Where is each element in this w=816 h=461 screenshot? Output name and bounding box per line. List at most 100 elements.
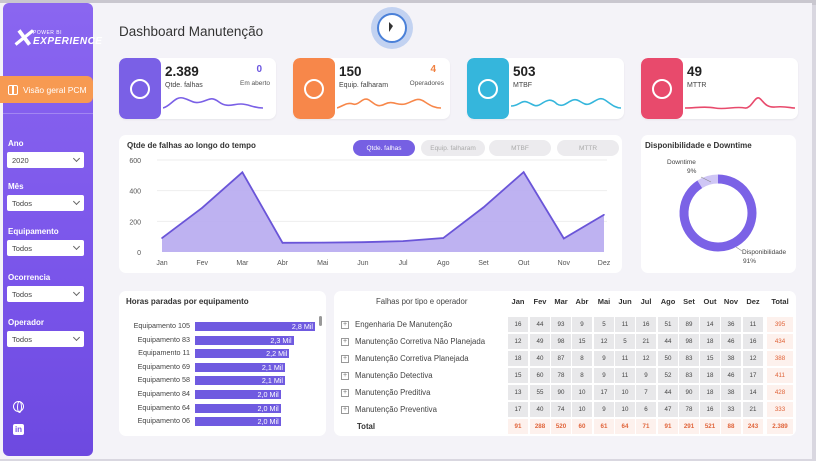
- bar-value-label: 2,0 Mil: [257, 417, 279, 427]
- expand-icon[interactable]: +: [341, 320, 349, 329]
- chevron-down-icon: [72, 197, 81, 206]
- expand-icon[interactable]: +: [341, 337, 349, 346]
- globe-icon[interactable]: [13, 401, 24, 413]
- bar[interactable]: [195, 390, 281, 399]
- table-row-label[interactable]: + Manutenção Corretiva Não Planejada: [341, 337, 485, 346]
- row-name: Manutenção Corretiva Não Planejada: [355, 337, 486, 346]
- thumbs-down-icon: [130, 78, 150, 99]
- column-header: Fev: [533, 297, 547, 306]
- expand-icon[interactable]: +: [341, 354, 349, 363]
- kpi-card[interactable]: 503 MTBF: [467, 58, 624, 119]
- bar[interactable]: [195, 417, 281, 427]
- chart-tab[interactable]: MTBF: [489, 140, 551, 156]
- filter-label: Equipamento: [8, 227, 59, 236]
- filter-dropdown[interactable]: Todos: [7, 240, 84, 256]
- table-cell: 10: [615, 385, 635, 400]
- filter-dropdown[interactable]: 2020: [7, 152, 84, 168]
- cursor-highlight: [371, 7, 413, 49]
- table-cell: 17: [743, 368, 763, 383]
- kpi-icon-block: [119, 58, 161, 119]
- expand-icon[interactable]: +: [341, 405, 349, 414]
- table-cell: 388: [767, 351, 793, 366]
- table-cell: 12: [594, 334, 614, 349]
- row-name: Manutenção Detectiva: [355, 371, 433, 380]
- table-row-label[interactable]: + Manutenção Preditiva: [341, 388, 430, 397]
- sidebar-divider: [3, 113, 93, 114]
- column-header: Dez: [746, 297, 760, 306]
- table-cell: 11: [615, 351, 635, 366]
- x-tick-label: Jan: [156, 260, 167, 267]
- linkedin-icon[interactable]: in: [13, 424, 24, 435]
- bar-label: Equipamento 58: [137, 375, 190, 385]
- bar[interactable]: [195, 322, 315, 331]
- table-cell: 12: [636, 351, 656, 366]
- table-cell: 11: [743, 317, 763, 332]
- x-tick-label: Dez: [598, 260, 611, 267]
- chart-tab[interactable]: MTTR: [557, 140, 619, 156]
- kpi-label: Qtde. falhas: [165, 82, 203, 89]
- table-cell: 90: [551, 385, 571, 400]
- bars-scrollbar[interactable]: [319, 316, 322, 326]
- donut-slice: [697, 174, 719, 189]
- table-row-label[interactable]: + Manutenção Preventiva: [341, 405, 437, 414]
- bar-value-label: 2,1 Mil: [261, 376, 283, 386]
- leader-line: [700, 176, 712, 183]
- table-cell: 93: [551, 317, 571, 332]
- table-row-label[interactable]: + Manutenção Corretiva Planejada: [341, 354, 469, 363]
- filter-dropdown[interactable]: Todos: [7, 286, 84, 302]
- bar[interactable]: [195, 335, 294, 345]
- chart-tab[interactable]: Equip. falharam: [421, 140, 485, 156]
- data-point: [161, 237, 163, 239]
- expand-icon[interactable]: +: [341, 388, 349, 397]
- bar[interactable]: [195, 403, 281, 413]
- table-total-cell: 288: [530, 419, 550, 434]
- table-cell: 15: [508, 368, 528, 383]
- table-cell: 8: [572, 351, 592, 366]
- expand-icon[interactable]: +: [341, 371, 349, 380]
- x-tick-label: Nov: [558, 260, 571, 267]
- table-total-cell: 291: [679, 419, 699, 434]
- table-row-label[interactable]: + Engenharia De Manutenção: [341, 320, 452, 329]
- filter-value: Todos: [12, 198, 33, 208]
- chevron-down-icon: [72, 288, 81, 297]
- table-cell: 78: [551, 368, 571, 383]
- bar[interactable]: [195, 349, 290, 359]
- filter-dropdown[interactable]: Todos: [7, 331, 84, 347]
- kpi-secondary-value: 4: [430, 64, 436, 75]
- table-cell: 411: [767, 368, 793, 383]
- logo-top-text: POWER BI: [33, 30, 63, 36]
- table-cell: 83: [679, 368, 699, 383]
- chart-tab[interactable]: Qtde. falhas: [353, 140, 415, 156]
- table-cell: 50: [658, 351, 678, 366]
- kpi-card[interactable]: 150 Equip. falharam 4 Operadores: [293, 58, 450, 119]
- table-title: Falhas por tipo e operador: [376, 297, 468, 306]
- bar[interactable]: [195, 362, 285, 372]
- kpi-label: Equip. falharam: [339, 82, 389, 89]
- table-total-cell: 60: [572, 419, 592, 434]
- bar-label: Equipamento 84: [137, 389, 190, 398]
- table-total-cell: 521: [700, 419, 720, 434]
- kpi-card[interactable]: 49 MTTR: [641, 58, 798, 119]
- bar[interactable]: [195, 376, 285, 386]
- table-cell: 17: [594, 385, 614, 400]
- table-cell: 10: [572, 385, 592, 400]
- table-cell: 18: [700, 368, 720, 383]
- filter-value: 2020: [12, 155, 29, 165]
- total-row-label: Total: [357, 422, 376, 431]
- overview-button[interactable]: Visão geral PCM: [0, 76, 93, 103]
- donut-slice: [679, 174, 757, 252]
- line-chart-title: Qtde de falhas ao longo do tempo: [127, 141, 256, 150]
- filter-label: Ano: [8, 139, 24, 148]
- row-name: Manutenção Preditiva: [355, 388, 431, 397]
- table-cell: 15: [700, 351, 720, 366]
- table-cell: 434: [767, 334, 793, 349]
- filter-dropdown[interactable]: Todos: [7, 195, 84, 211]
- kpi-card[interactable]: 2.389 Qtde. falhas 0 Em aberto: [119, 58, 276, 119]
- bar-label: Equipamento 105: [133, 321, 190, 330]
- line-chart: 0 200 400 600 Jan Fev Mar Abr Mai Jun Jul Ago Set Out…: [129, 158, 611, 267]
- table-row-label[interactable]: + Manutenção Detectiva: [341, 371, 433, 380]
- kpi-value: 49: [687, 64, 703, 79]
- table-cell: 333: [767, 402, 793, 417]
- kpi-icon-block: [641, 58, 683, 119]
- kpi-secondary-label: Em aberto: [240, 80, 270, 87]
